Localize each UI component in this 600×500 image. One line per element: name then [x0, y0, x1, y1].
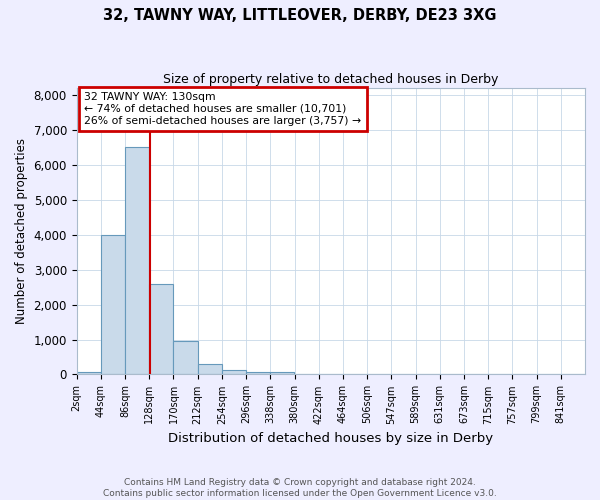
- Y-axis label: Number of detached properties: Number of detached properties: [15, 138, 28, 324]
- Bar: [197, 364, 222, 374]
- Bar: [222, 370, 246, 374]
- Bar: [173, 342, 197, 374]
- Bar: [149, 284, 173, 374]
- Bar: [246, 372, 270, 374]
- Text: 32, TAWNY WAY, LITTLEOVER, DERBY, DE23 3XG: 32, TAWNY WAY, LITTLEOVER, DERBY, DE23 3…: [103, 8, 497, 22]
- Text: Contains HM Land Registry data © Crown copyright and database right 2024.
Contai: Contains HM Land Registry data © Crown c…: [103, 478, 497, 498]
- Title: Size of property relative to detached houses in Derby: Size of property relative to detached ho…: [163, 72, 499, 86]
- Bar: [125, 148, 149, 374]
- X-axis label: Distribution of detached houses by size in Derby: Distribution of detached houses by size …: [168, 432, 493, 445]
- Bar: [77, 372, 101, 374]
- Bar: [101, 234, 125, 374]
- Text: 32 TAWNY WAY: 130sqm
← 74% of detached houses are smaller (10,701)
26% of semi-d: 32 TAWNY WAY: 130sqm ← 74% of detached h…: [84, 92, 361, 126]
- Bar: [271, 372, 295, 374]
